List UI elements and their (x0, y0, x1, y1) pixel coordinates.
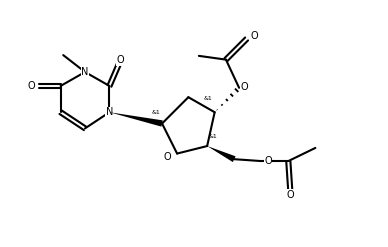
Text: &1: &1 (204, 96, 213, 101)
Text: &1: &1 (209, 134, 218, 139)
Text: O: O (164, 152, 171, 162)
Text: &1: &1 (151, 110, 160, 115)
Text: N: N (81, 67, 89, 77)
Polygon shape (109, 112, 163, 127)
Text: O: O (286, 190, 294, 200)
Text: N: N (106, 107, 113, 117)
Text: O: O (241, 82, 249, 92)
Text: O: O (28, 81, 35, 91)
Polygon shape (207, 146, 236, 162)
Text: O: O (264, 156, 272, 166)
Text: O: O (250, 31, 258, 41)
Text: O: O (117, 55, 125, 65)
